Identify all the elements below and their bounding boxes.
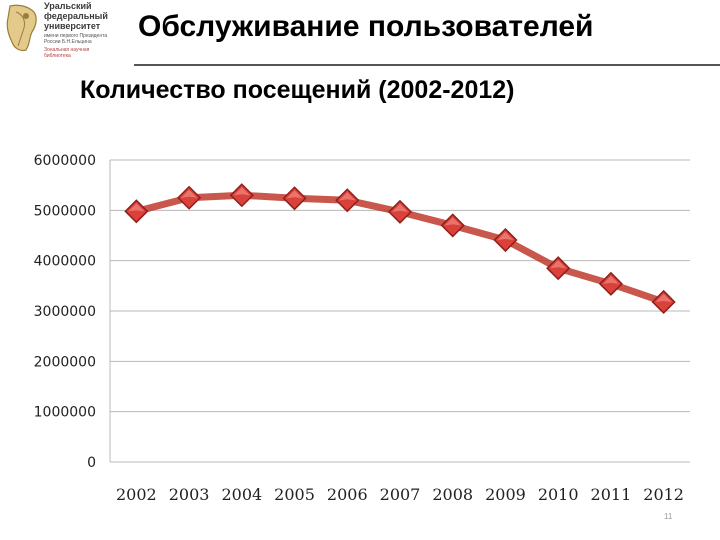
x-tick-label: 2008 [432,485,473,504]
y-tick-label: 6000000 [34,153,96,169]
page-number: 11 [664,512,673,521]
x-tick-label: 2004 [221,485,262,504]
y-tick-label: 5000000 [34,203,96,219]
logo-text-line2: федеральный [44,11,108,21]
page-subtitle: Количество посещений (2002-2012) [80,76,515,104]
university-emblem-icon [6,4,37,52]
university-logo: Уральский федеральный университет имени … [2,0,132,66]
data-point-highlight [497,232,514,241]
logo-text-line3: университет [44,21,101,31]
data-point-marker [229,183,254,208]
data-point-highlight [286,190,303,199]
data-point-highlight [339,192,356,201]
data-point-highlight [181,189,198,198]
visits-line-chart: 0 1000000 2000000 3000000 4000000 5000000 6000… [34,153,690,504]
x-tick-label: 2012 [643,485,684,504]
x-tick-label: 2010 [538,485,579,504]
title-divider [134,64,720,66]
data-point-marker [546,256,571,281]
logo-text-line1: Уральский [44,1,92,11]
y-tick-label: 1000000 [34,405,96,421]
x-tick-label: 2011 [591,485,632,504]
x-tick-label: 2006 [327,485,368,504]
data-point-marker [440,213,465,238]
data-point-marker [598,271,623,296]
data-point-highlight [655,293,672,302]
data-point-highlight [602,275,619,284]
y-tick-label: 3000000 [34,304,96,320]
data-point-marker [651,289,676,315]
x-tick-label: 2003 [169,485,210,504]
data-point-marker [335,188,360,213]
logo-text-line7: библиотека [44,53,71,59]
y-tick-label: 2000000 [34,354,96,370]
logo-text-line6: Зональная научная [44,47,90,53]
x-tick-label: 2009 [485,485,526,504]
x-tick-label: 2002 [116,485,157,504]
x-tick-label: 2007 [380,485,421,504]
data-point-highlight [233,187,250,196]
data-point-highlight [550,260,567,269]
data-point-marker [124,199,149,224]
data-point-highlight [392,203,408,212]
data-point-marker [282,186,307,211]
logo-text-line4: имени первого Президента [44,33,108,39]
y-tick-label: 0 [87,455,96,471]
data-point-highlight [128,203,145,212]
logo-text-line5: России Б.Н.Ельцина [44,39,92,45]
x-tick-label: 2005 [274,485,315,504]
data-point-marker [177,185,202,210]
y-tick-label: 4000000 [34,254,96,270]
page-title: Обслуживание пользователей [138,10,594,43]
data-point-highlight [444,217,461,226]
data-point-marker [387,199,413,224]
data-point-marker [493,227,518,253]
